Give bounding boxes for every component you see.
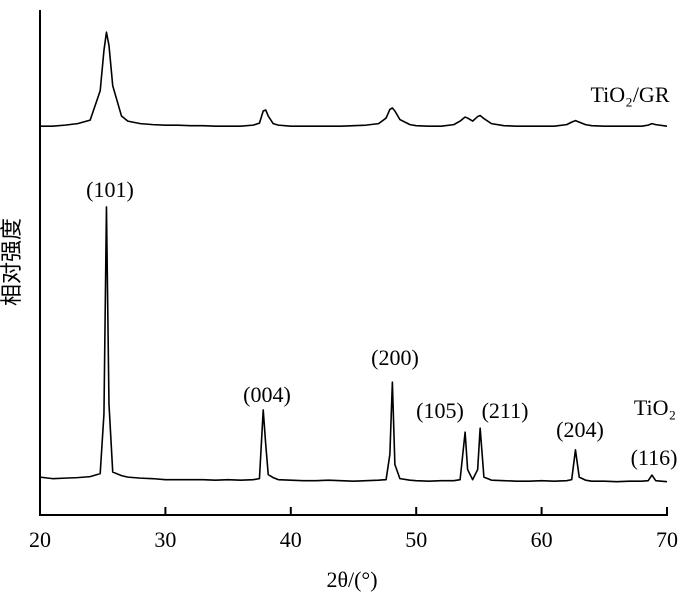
peak-label: (105) (416, 398, 464, 423)
series-label: TiO₂/GR (590, 82, 669, 107)
peak-label: (211) (482, 398, 529, 423)
x-tick-label: 40 (280, 527, 302, 552)
x-tick-label: 50 (405, 527, 427, 552)
x-tick-label: 30 (154, 527, 176, 552)
series-label: TiO₂ (634, 395, 676, 420)
peak-label: (101) (86, 177, 134, 202)
series-line (40, 31, 668, 127)
peak-label: (004) (243, 382, 291, 407)
x-axis-label: 2θ/(°) (326, 567, 377, 592)
peak-label: (116) (631, 445, 678, 470)
peak-label: (200) (371, 345, 419, 370)
y-axis-label: 相对强度 (0, 218, 24, 306)
peak-label: (204) (556, 417, 604, 442)
x-tick-label: 20 (29, 527, 51, 552)
x-tick-label: 70 (656, 527, 678, 552)
x-tick-label: 60 (531, 527, 553, 552)
series-line (39, 206, 668, 483)
